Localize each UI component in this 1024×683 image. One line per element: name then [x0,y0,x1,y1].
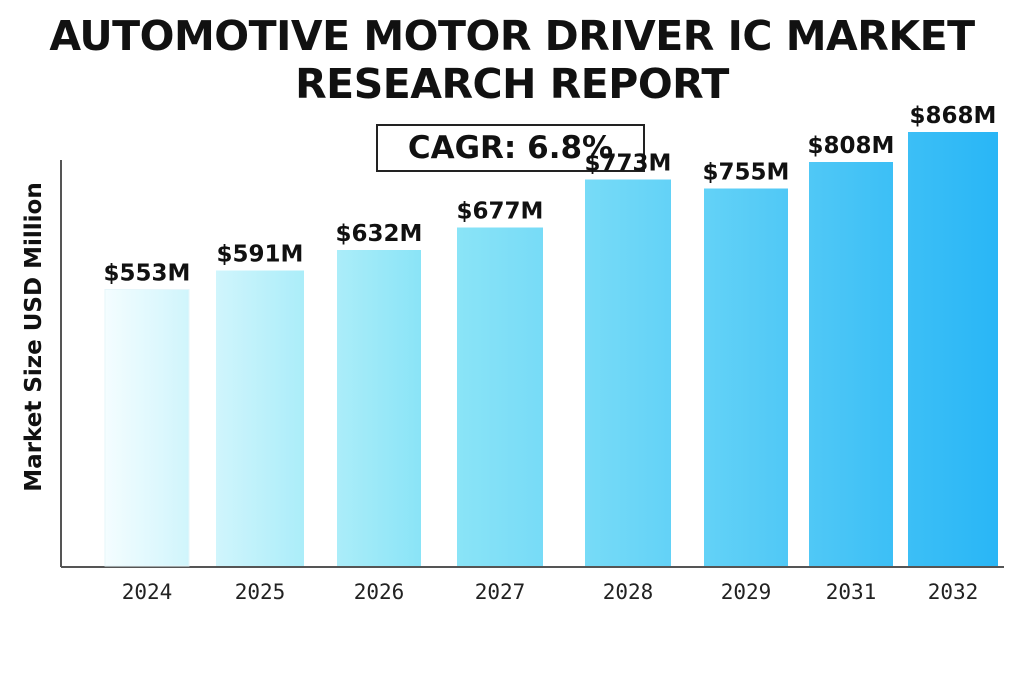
bar-2031 [809,162,893,566]
bar-value-label-2029: $755M [703,160,790,186]
bar-2026 [337,250,421,566]
x-tick-label-2028: 2028 [603,580,654,604]
bar-2028 [585,179,671,566]
bar-2025 [216,270,304,566]
bar-value-label-2028: $773M [585,151,672,177]
x-tick-label-2027: 2027 [475,580,526,604]
bars-group: $553M 2024 $591M 2025 $632M 2026 $677M 2027 $773… [104,103,998,604]
bar-2024 [104,289,190,567]
bar-value-label-2027: $677M [457,199,544,225]
x-tick-label-2024: 2024 [122,580,173,604]
x-tick-label-2031: 2031 [826,580,877,604]
bar-2032 [908,132,998,566]
x-tick-label-2032: 2032 [928,580,979,604]
bar-value-label-2025: $591M [217,242,304,268]
bar-value-label-2031: $808M [808,133,895,159]
chart-title-line-1: AUTOMOTIVE MOTOR DRIVER IC MARKET [49,12,975,60]
bar-value-label-2032: $868M [910,103,997,129]
bar-2027 [457,227,543,566]
x-tick-label-2025: 2025 [235,580,286,604]
chart-title-line-2: RESEARCH REPORT [295,60,729,108]
bar-value-label-2026: $632M [336,221,423,247]
cagr-badge: CAGR: 6.8% [376,124,645,172]
bar-2029 [704,188,788,566]
x-tick-label-2029: 2029 [721,580,772,604]
bar-value-label-2024: $553M [104,261,191,287]
x-tick-label-2026: 2026 [354,580,405,604]
